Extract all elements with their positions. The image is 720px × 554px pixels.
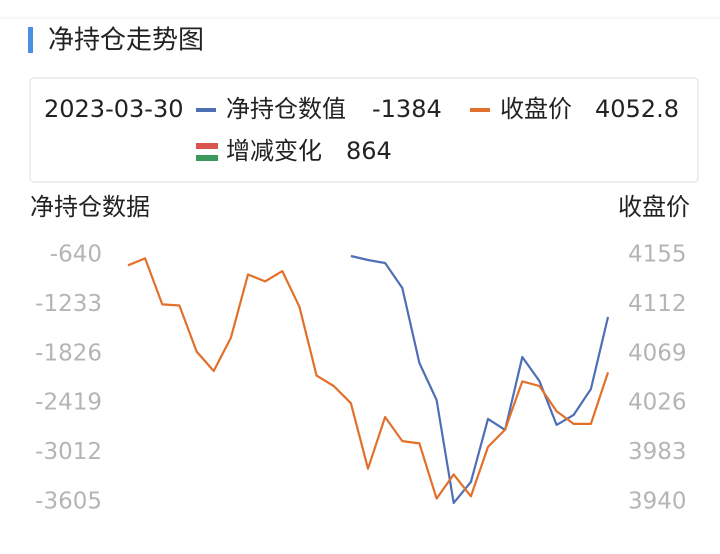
y2-tick-label: 4069 bbox=[628, 340, 687, 366]
icon-stripe bbox=[196, 155, 218, 161]
legend-date: 2023-03-30 bbox=[44, 95, 183, 123]
y2-axis-title: 收盘价 bbox=[618, 193, 690, 221]
y2-tick-label: 3940 bbox=[628, 489, 687, 515]
chart-title: 净持仓走势图 bbox=[48, 26, 204, 56]
y-tick-label: -2419 bbox=[35, 390, 102, 416]
y-tick-label: -1826 bbox=[35, 340, 102, 366]
y2-tick-label: 4112 bbox=[628, 291, 687, 317]
y-tick-label: -640 bbox=[50, 242, 102, 268]
legend-box bbox=[29, 77, 699, 183]
legend-value: -1384 bbox=[372, 95, 442, 123]
legend-label: 收盘价 bbox=[500, 95, 572, 123]
legend-label: 增减变化 bbox=[226, 137, 322, 165]
y2-tick-label: 4026 bbox=[628, 390, 687, 416]
change-value: 864 bbox=[346, 137, 392, 165]
title-marker bbox=[28, 27, 33, 53]
y-tick-label: -3012 bbox=[35, 439, 102, 465]
change-icon bbox=[196, 143, 218, 161]
y2-tick-label: 4155 bbox=[628, 242, 687, 268]
icon-stripe bbox=[196, 149, 218, 155]
series-line bbox=[350, 254, 610, 504]
y-tick-label: -1233 bbox=[35, 291, 102, 317]
legend-value: 4052.8 bbox=[595, 95, 679, 123]
y-axis-title: 净持仓数据 bbox=[30, 193, 150, 221]
y-tick-label: -3605 bbox=[35, 489, 102, 515]
legend-label: 净持仓数值 bbox=[226, 95, 346, 123]
series-line bbox=[127, 257, 610, 500]
icon-stripe bbox=[196, 143, 218, 149]
y2-tick-label: 3983 bbox=[628, 439, 687, 465]
